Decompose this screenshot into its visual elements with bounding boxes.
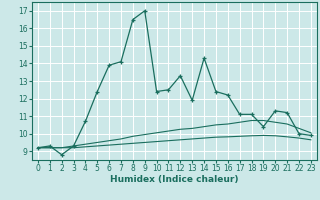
X-axis label: Humidex (Indice chaleur): Humidex (Indice chaleur)	[110, 175, 239, 184]
